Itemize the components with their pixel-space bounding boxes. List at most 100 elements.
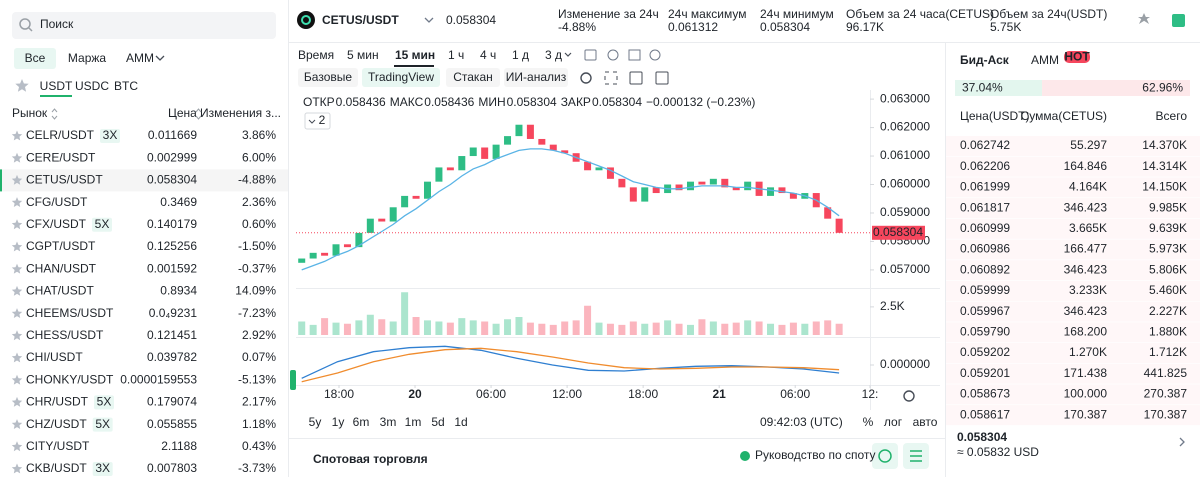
market-tab[interactable]: Маржа — [68, 51, 107, 65]
ask-row-bg[interactable] — [946, 177, 1200, 198]
collapse-handle[interactable] — [290, 370, 296, 390]
range-button[interactable]: 5d — [431, 415, 444, 429]
market-name[interactable]: CHI — [26, 350, 47, 364]
scale-option[interactable]: лог — [884, 415, 903, 429]
view-tab[interactable]: Базовые — [304, 70, 352, 84]
market-name[interactable]: CHR — [26, 395, 52, 409]
tool-icon[interactable] — [584, 49, 597, 61]
market-name[interactable]: CKB — [26, 461, 51, 475]
share-icon[interactable] — [1172, 14, 1185, 27]
range-button[interactable]: 1y — [332, 415, 345, 429]
range-button[interactable]: 6m — [353, 415, 370, 429]
view-tab[interactable]: ИИ-анализ — [506, 70, 567, 84]
market-name[interactable]: CETUS — [26, 173, 67, 187]
favorite-star[interactable] — [11, 174, 23, 185]
more-chevron[interactable] — [1179, 437, 1185, 447]
market-tab[interactable]: Все — [25, 51, 46, 65]
range-button[interactable]: 5y — [309, 415, 322, 429]
view-tab-bg[interactable] — [504, 68, 568, 87]
view-tab[interactable]: TradingView — [368, 70, 434, 84]
market-name[interactable]: CHAT — [26, 284, 58, 298]
favorite-star[interactable] — [11, 263, 23, 274]
scale-option[interactable]: % — [863, 415, 874, 429]
quote-tab[interactable]: BTC — [114, 79, 138, 93]
ask-row-bg[interactable] — [946, 280, 1200, 301]
guide-link[interactable]: Руководство по споту — [755, 448, 876, 462]
tool-icon[interactable] — [580, 72, 592, 84]
favorite-star[interactable] — [11, 197, 23, 207]
market-name[interactable]: CFX — [26, 217, 50, 231]
scale-option[interactable]: авто — [913, 415, 938, 429]
market-tab[interactable]: AMM — [126, 51, 154, 65]
tab-active[interactable] — [14, 48, 56, 69]
market-name[interactable]: CHESS — [26, 328, 67, 342]
interval[interactable]: 4 ч — [480, 48, 496, 62]
book-tab[interactable]: Бид-Аск — [960, 53, 1010, 67]
ask-row-bg[interactable] — [946, 343, 1200, 363]
interval[interactable]: 3 д — [545, 48, 562, 62]
ask-row-bg[interactable] — [946, 384, 1200, 405]
favorite-star[interactable] — [11, 419, 23, 429]
favorite-star[interactable] — [11, 463, 23, 474]
sort-icon[interactable] — [51, 108, 58, 120]
tool-icon[interactable] — [604, 71, 618, 85]
favorite-star[interactable] — [11, 396, 23, 407]
market-name[interactable]: CERE — [26, 150, 59, 164]
market-name[interactable]: CHEEMS — [26, 306, 77, 320]
favorite-star[interactable] — [11, 285, 23, 296]
pair-chevron[interactable] — [424, 17, 434, 23]
view-tab-bg[interactable] — [446, 68, 500, 87]
favorite-star[interactable] — [11, 152, 23, 163]
ask-row-bg[interactable] — [946, 218, 1200, 239]
favorite-star[interactable] — [11, 219, 23, 230]
ask-row-bg[interactable] — [946, 322, 1200, 343]
view-tab[interactable]: Стакан — [453, 70, 493, 84]
market-name[interactable]: CGPT — [26, 239, 60, 253]
settings-icon[interactable] — [903, 390, 915, 402]
ask-row-bg[interactable] — [946, 260, 1200, 281]
market-name[interactable]: CHZ — [26, 417, 51, 431]
ask-row-bg[interactable] — [946, 363, 1200, 384]
range-button[interactable]: 1m — [405, 415, 422, 429]
favorite-star[interactable] — [11, 330, 23, 341]
ask-row-bg[interactable] — [946, 301, 1200, 322]
quote-tab[interactable]: USDC — [75, 79, 109, 93]
range-button[interactable]: 1d — [454, 415, 467, 429]
market-name[interactable]: CHONKY — [26, 372, 77, 386]
ask-row-bg[interactable] — [946, 239, 1200, 260]
indicator-toggle[interactable] — [304, 112, 331, 130]
tool-icon[interactable] — [629, 71, 643, 85]
ask-row-bg[interactable] — [946, 136, 1200, 156]
favorite-icon[interactable] — [1138, 13, 1150, 24]
quote-tab[interactable]: USDT — [40, 79, 73, 93]
favorite-star[interactable] — [11, 308, 23, 318]
ask-row-bg[interactable] — [946, 156, 1200, 177]
ask-row-bg[interactable] — [946, 405, 1200, 426]
layout-button[interactable] — [872, 443, 898, 469]
interval[interactable]: 5 мин — [347, 48, 379, 62]
favorite-star[interactable] — [11, 130, 23, 141]
favorite-star[interactable] — [11, 241, 23, 252]
favorite-star[interactable] — [11, 441, 23, 452]
market-name[interactable]: CELR — [26, 128, 58, 142]
favorite-star[interactable] — [11, 374, 23, 385]
favorite-star[interactable] — [11, 352, 23, 363]
tool-icon[interactable] — [607, 49, 619, 61]
market-name[interactable]: CHAN — [26, 261, 60, 275]
favorite-star[interactable] — [15, 79, 29, 92]
tool-icon[interactable] — [628, 49, 641, 61]
search-box[interactable] — [12, 12, 276, 39]
book-tab[interactable]: AMM — [1031, 53, 1059, 67]
tool-icon[interactable] — [649, 49, 661, 61]
range-button[interactable]: 3m — [380, 415, 397, 429]
interval[interactable]: 1 д — [512, 48, 529, 62]
view-tab-bg[interactable] — [298, 68, 358, 87]
tool-icon[interactable] — [655, 71, 669, 85]
market-name[interactable]: CITY — [26, 439, 53, 453]
view-tab-bg[interactable] — [362, 68, 440, 87]
sort-icon[interactable] — [195, 108, 202, 120]
ask-row-bg[interactable] — [946, 198, 1200, 219]
market-name[interactable]: CFG — [26, 195, 51, 209]
interval[interactable]: 1 ч — [448, 48, 464, 62]
interval[interactable]: 15 мин — [395, 48, 435, 62]
